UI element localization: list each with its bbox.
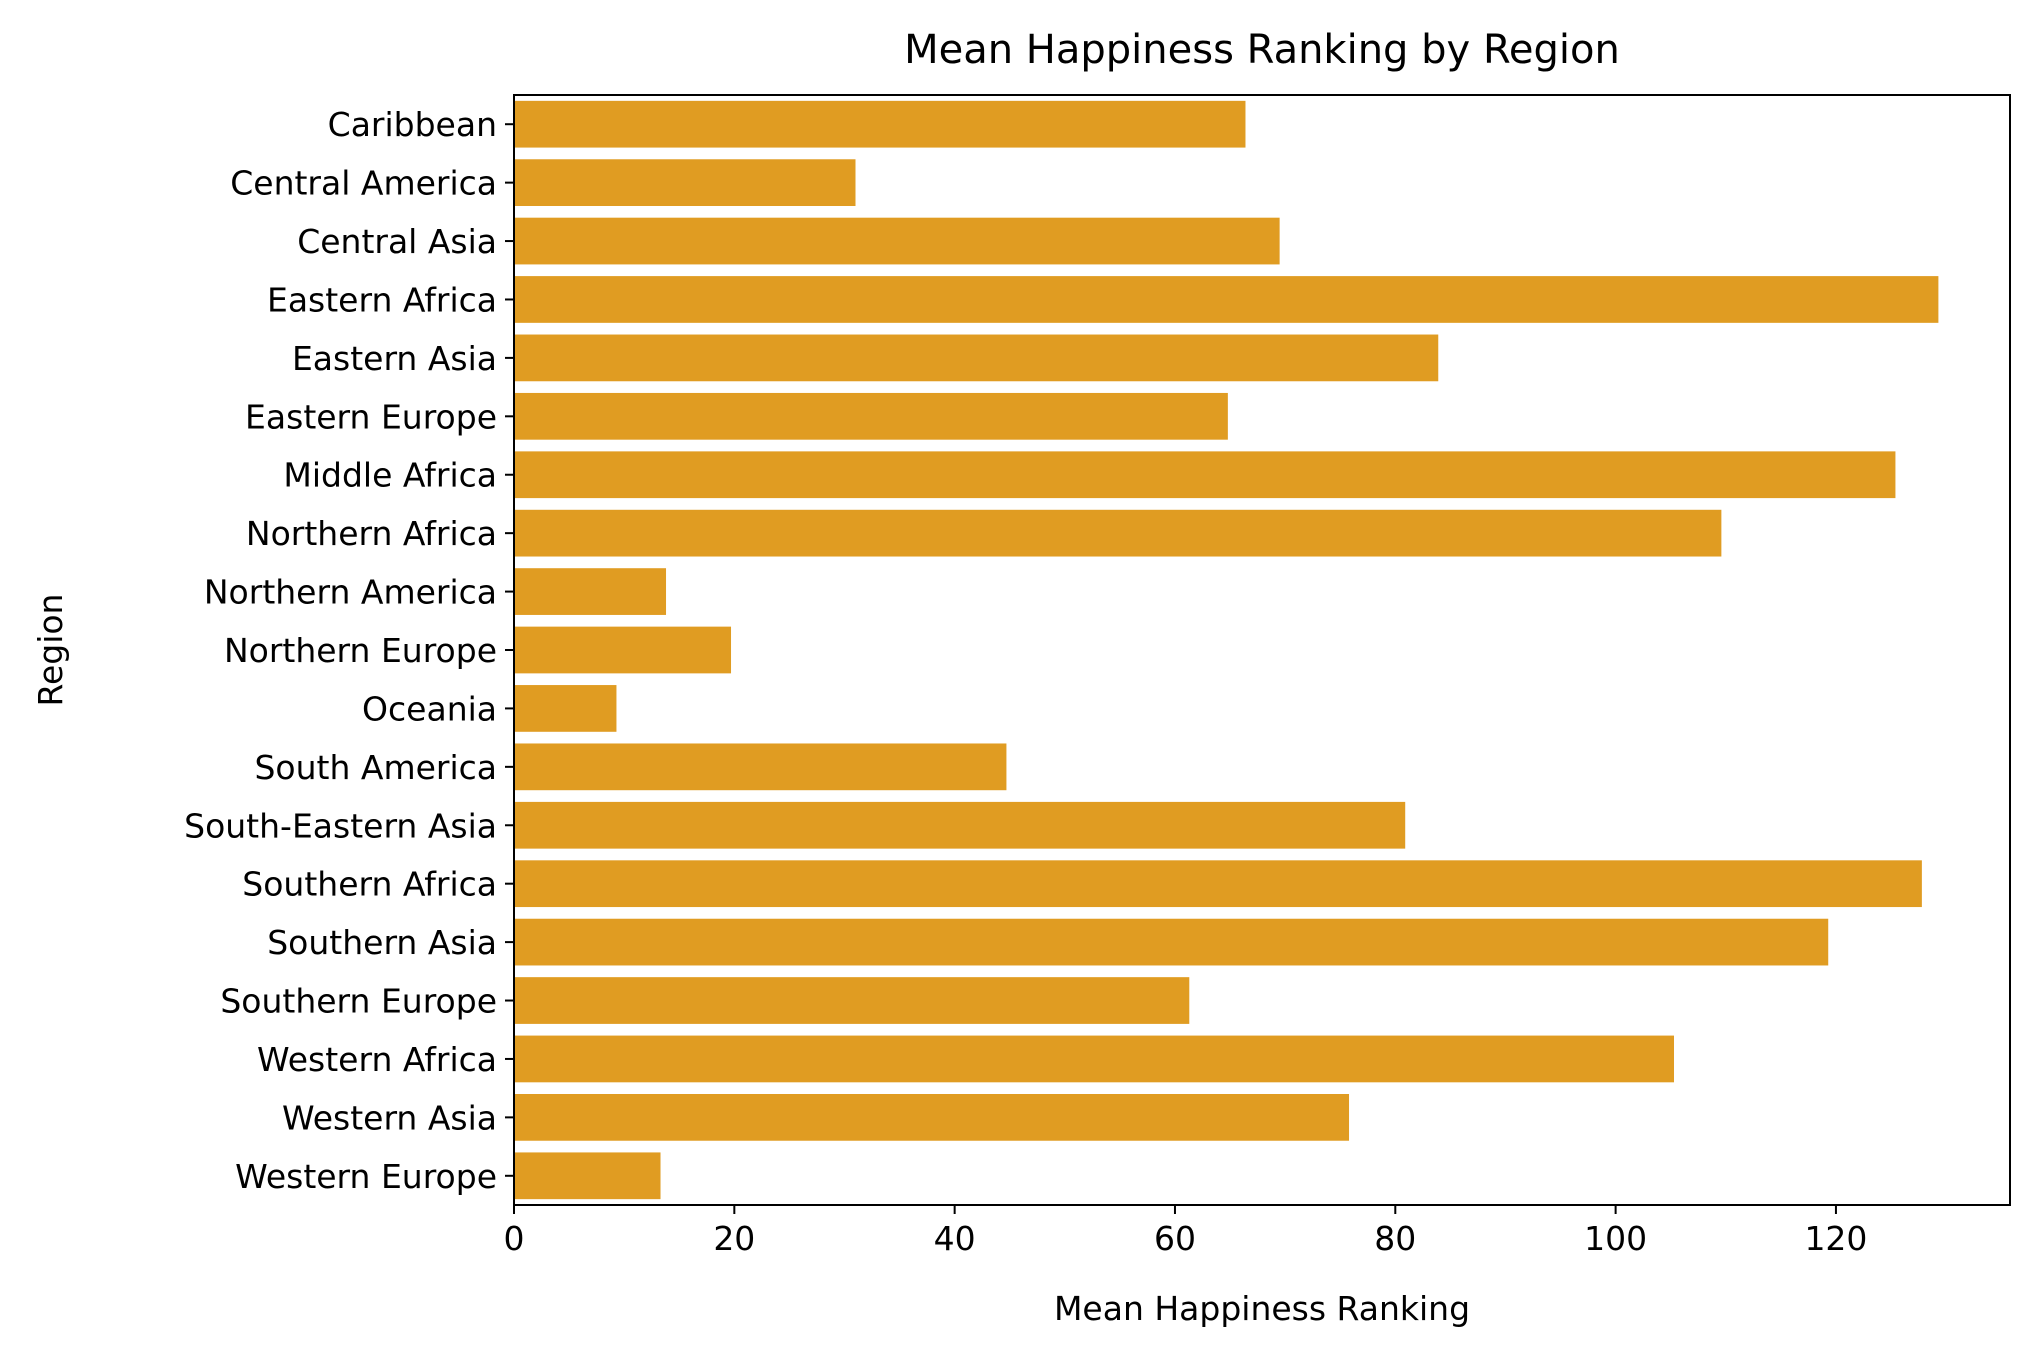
bars-group [514, 100, 1939, 1200]
y-axis-label: Region [31, 594, 70, 707]
bar-northern-europe [514, 626, 732, 674]
y-tick-label-northern-africa: Northern Africa [246, 514, 497, 553]
x-tick-label-40: 40 [934, 1219, 976, 1258]
bar-western-asia [514, 1094, 1350, 1141]
bar-eastern-europe [514, 392, 1228, 440]
bar-western-africa [514, 1035, 1675, 1083]
bar-eastern-asia [514, 334, 1439, 382]
y-axis-ticks: Caribbean Central America Central Asia East… [184, 105, 514, 1196]
y-tick-label-western-europe: Western Europe [235, 1157, 497, 1196]
x-tick-label-80: 80 [1374, 1219, 1416, 1258]
y-tick-label-middle-africa: Middle Africa [283, 456, 497, 495]
y-tick-label-central-america: Central America [230, 164, 497, 203]
bar-northern-africa [514, 509, 1722, 557]
bar-oceania [514, 685, 617, 732]
chart-title: Mean Happiness Ranking by Region [904, 27, 1620, 73]
y-tick-label-southern-asia: Southern Asia [267, 923, 497, 962]
bar-southern-africa [514, 860, 1922, 908]
x-axis-label: Mean Happiness Ranking [1054, 1289, 1470, 1328]
y-tick-label-eastern-europe: Eastern Europe [245, 397, 497, 436]
x-axis-ticks: 0 20 40 60 80 100 120 [504, 1205, 1867, 1258]
bar-south-eastern-asia [514, 801, 1406, 849]
bar-caribbean [514, 100, 1246, 148]
bar-southern-europe [514, 977, 1190, 1024]
y-tick-label-eastern-asia: Eastern Asia [292, 339, 497, 378]
x-tick-label-120: 120 [1804, 1219, 1867, 1258]
y-tick-label-central-asia: Central Asia [297, 222, 497, 261]
x-tick-label-0: 0 [504, 1219, 525, 1258]
bar-south-america [514, 743, 1007, 791]
bar-eastern-africa [514, 276, 1939, 323]
y-tick-label-western-africa: Western Africa [257, 1040, 497, 1079]
y-tick-label-caribbean: Caribbean [328, 105, 497, 144]
y-tick-label-southern-africa: Southern Africa [242, 865, 497, 904]
y-tick-label-south-america: South America [254, 748, 497, 787]
bar-central-america [514, 159, 856, 206]
y-tick-label-eastern-africa: Eastern Africa [267, 280, 497, 319]
bar-western-europe [514, 1152, 661, 1200]
plot-frame [513, 94, 2011, 1206]
bar-central-asia [514, 217, 1280, 265]
y-tick-label-northern-europe: Northern Europe [224, 631, 497, 670]
y-tick-label-southern-europe: Southern Europe [220, 982, 497, 1021]
bar-southern-asia [514, 918, 1829, 966]
x-tick-label-60: 60 [1154, 1219, 1196, 1258]
x-tick-label-20: 20 [713, 1219, 755, 1258]
x-tick-label-100: 100 [1584, 1219, 1647, 1258]
bar-middle-africa [514, 451, 1896, 499]
y-tick-label-oceania: Oceania [362, 689, 497, 728]
y-tick-label-south-eastern-asia: South-Eastern Asia [184, 806, 497, 845]
y-tick-label-western-asia: Western Asia [282, 1098, 497, 1137]
bar-northern-america [514, 568, 667, 615]
y-tick-label-northern-america: Northern America [204, 573, 497, 612]
